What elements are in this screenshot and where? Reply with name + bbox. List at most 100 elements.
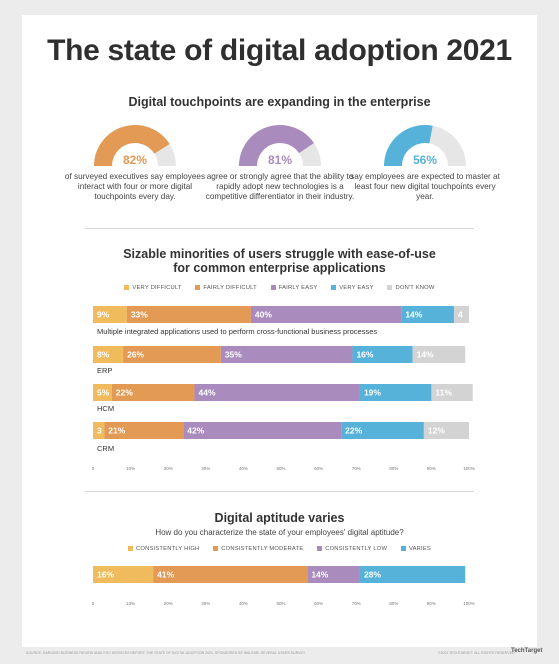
gauge-value: 56% [413, 153, 437, 167]
bar-segment [126, 306, 251, 323]
gauge-executives: 82% of surveyed executives say employees… [60, 120, 210, 202]
legend-swatch [317, 546, 323, 551]
x-tick-label: 10% [126, 601, 135, 606]
gauge-touchpoints-text: say employees are expected to master at … [350, 172, 500, 201]
legend-fairly-easy: FAIRLY EASY [270, 285, 318, 292]
gauge-touchpoints-chart: 56% [384, 125, 466, 167]
legend-label: VERY DIFFICULT [132, 285, 182, 292]
legend-consistently-moderate: CONSISTENTLY MODERATE [213, 546, 303, 552]
bar-label: 16% [97, 570, 114, 580]
bar-label: 22% [345, 426, 362, 436]
legend-label: DON'T KNOW [395, 285, 435, 292]
bar-label: 28% [364, 570, 381, 580]
legend-consistently-low: CONSISTENTLY LOW [317, 546, 387, 552]
x-tick-label: 20% [164, 601, 173, 606]
bar-label: 42% [187, 426, 204, 436]
aptitude-heading: Digital aptitude varies [214, 511, 345, 525]
brand-logo: TechTarget [511, 648, 543, 654]
gauge-executives-chart: 82% [94, 125, 176, 167]
bar-label: 9% [97, 310, 110, 320]
x-tick-label: 90% [427, 466, 436, 471]
bar-segment [183, 422, 342, 439]
legend-label: CONSISTENTLY LOW [325, 546, 388, 553]
aptitude-legend: CONSISTENTLY HIGH CONSISTENTLY MODERATE … [0, 546, 559, 552]
bar-label: 26% [127, 350, 144, 360]
legend-swatch [387, 285, 393, 290]
x-tick-label: 40% [239, 601, 248, 606]
legend-label: CONSISTENTLY MODERATE [221, 546, 304, 553]
legend-swatch [213, 546, 219, 551]
bar-segment [93, 306, 127, 323]
bar-label: 35% [225, 350, 242, 360]
legend-swatch [124, 285, 130, 290]
x-tick-label: 50% [276, 466, 285, 471]
x-tick-label: 60% [314, 466, 323, 471]
bar-segment [153, 566, 308, 583]
bar-label: 4 [458, 310, 463, 320]
bar-segment [93, 566, 154, 583]
x-tick-label: 80% [389, 601, 398, 606]
bar-label: 19% [364, 388, 381, 398]
bar-label: 8% [97, 350, 110, 360]
legend-label: FAIRLY EASY [278, 285, 318, 292]
bar-segment [93, 384, 112, 401]
x-tick-label: 30% [201, 601, 210, 606]
bar-segment [307, 566, 360, 583]
bar-label: 41% [157, 570, 174, 580]
gauge-fill [94, 125, 170, 167]
infographic-card [22, 15, 537, 647]
bar-segment [359, 566, 466, 583]
bar-label: 22% [116, 388, 133, 398]
bar-label: 44% [199, 388, 216, 398]
bar-label: 40% [255, 310, 272, 320]
gauge-touchpoints: 56% say employees are expected to master… [350, 120, 500, 202]
bar-segment [401, 306, 454, 323]
bar-label: 14% [311, 570, 328, 580]
category-label: HCM [97, 404, 114, 413]
gauge-differentiator-chart: 81% [239, 125, 321, 167]
gauge-value: 82% [123, 153, 147, 167]
x-tick-label: 100% [463, 601, 475, 606]
gauge-executives-text: of surveyed executives say employees int… [64, 172, 206, 201]
footer-source: SOURCE: HARVARD BUSINESS REVIEW ANALYTIC… [26, 651, 306, 655]
legend-label: CONSISTENTLY HIGH [136, 546, 200, 553]
gauge-fill [384, 125, 433, 167]
bar-segment [220, 346, 353, 363]
legend-very-difficult: VERY DIFFICULT [124, 285, 181, 291]
x-tick-label: 20% [164, 466, 173, 471]
gauge-value: 81% [268, 153, 292, 167]
bar-segment [431, 384, 473, 401]
bar-label: 21% [108, 426, 125, 436]
section-divider [85, 228, 474, 229]
bar-segment [93, 346, 124, 363]
x-tick-label: 0 [92, 466, 95, 471]
x-tick-label: 30% [201, 466, 210, 471]
bar-segment [453, 306, 469, 323]
x-tick-label: 40% [239, 466, 248, 471]
category-label: CRM [97, 444, 114, 453]
legend-swatch [331, 285, 337, 290]
legend-swatch [270, 285, 276, 290]
legend-label: VERY EASY [339, 285, 374, 292]
bar-segment [412, 346, 466, 363]
ease-heading: Sizable minorities of users struggle wit… [0, 247, 559, 275]
x-tick-label: 50% [276, 601, 285, 606]
page-title: The state of digital adoption 2021 [47, 34, 512, 67]
category-label: Multiple integrated applications used to… [97, 327, 377, 336]
legend-dont-know: DON'T KNOW [387, 285, 434, 291]
legend-swatch [195, 285, 201, 290]
bar-segment [104, 422, 184, 439]
bar-label: 5% [97, 388, 110, 398]
x-tick-label: 70% [352, 466, 361, 471]
gauge-differentiator: 81% agree or strongly agree that the abi… [205, 120, 355, 202]
x-tick-label: 0 [92, 601, 95, 606]
bar-segment [111, 384, 195, 401]
bar-segment [93, 422, 105, 439]
legend-label: VARIES [408, 546, 431, 553]
x-tick-label: 60% [314, 601, 323, 606]
bar-segment [359, 384, 432, 401]
bar-label: 14% [405, 310, 422, 320]
ease-heading-line2: for common enterprise applications [173, 261, 386, 275]
bar-label: 3 [97, 426, 102, 436]
bar-segment [250, 306, 402, 323]
